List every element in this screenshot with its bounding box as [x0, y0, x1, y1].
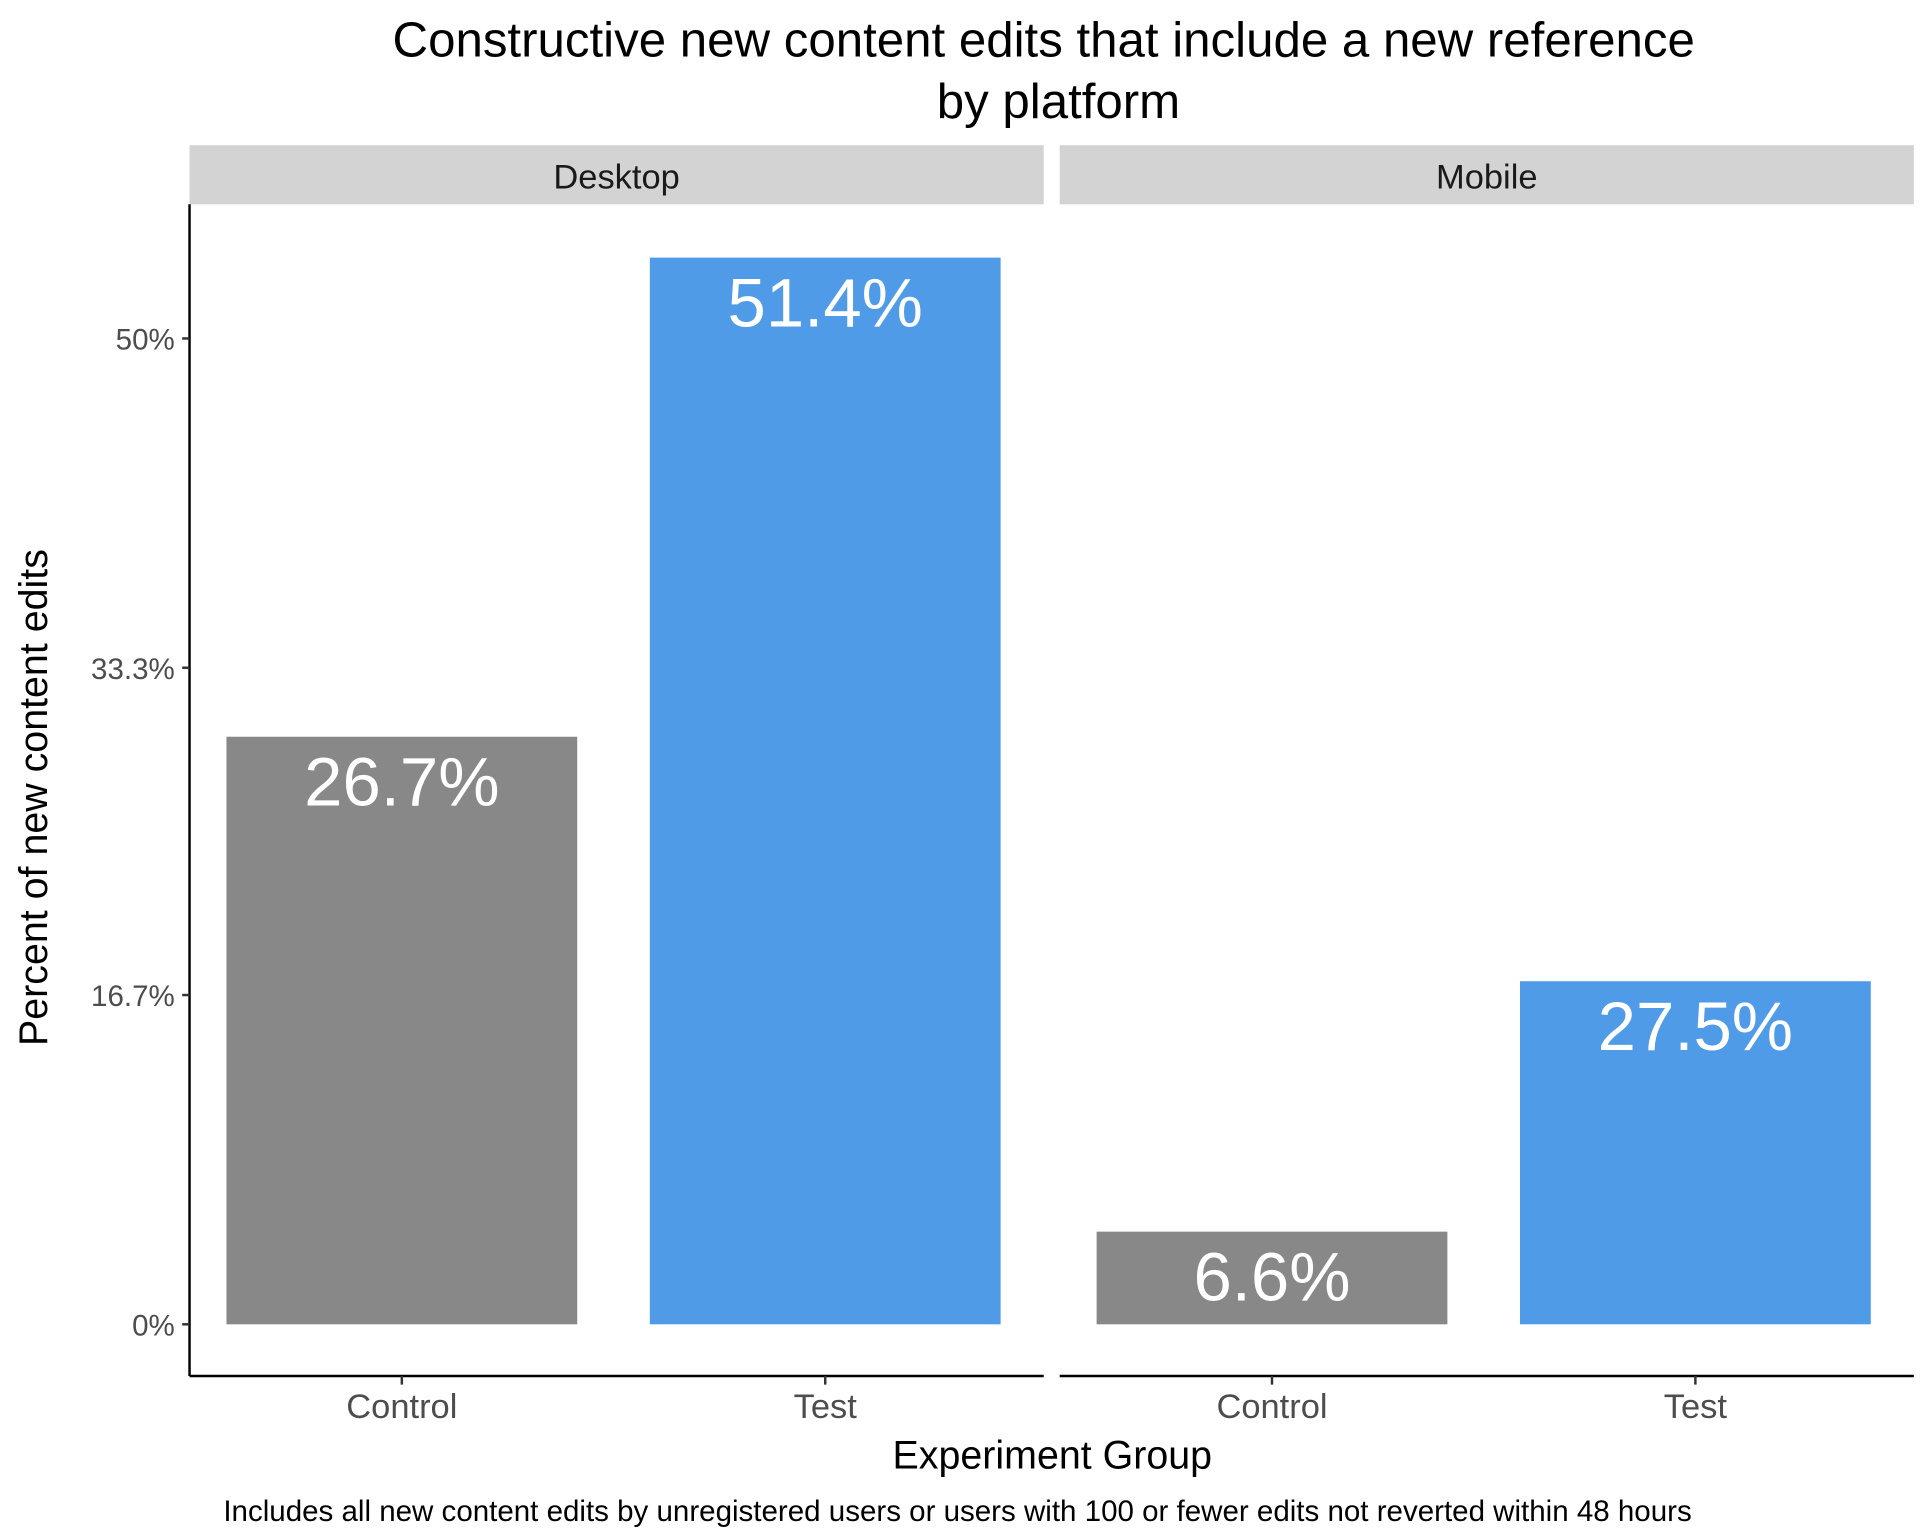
x-tick-label: Control [1216, 1388, 1327, 1426]
facet-strip [1059, 145, 1914, 205]
chart-caption: Includes all new content edits by unregi… [223, 1495, 1691, 1528]
bar-test [1520, 981, 1871, 1325]
x-axis-label: Experiment Group [893, 1433, 1213, 1477]
facet-strip-label: Desktop [553, 158, 679, 196]
x-tick-label: Test [1664, 1388, 1728, 1426]
bar-value-label: 6.6% [1193, 1239, 1350, 1316]
bar-control [1096, 1231, 1448, 1325]
y-tick-label: 16.7% [91, 980, 175, 1013]
bar-value-label: 27.5% [1598, 988, 1793, 1065]
bar-control [226, 736, 578, 1325]
y-tick-label: 50% [116, 324, 175, 357]
chart-subtitle: by platform [937, 74, 1180, 129]
facet-strip [189, 145, 1044, 205]
facet-panel-mobile: Mobile 6.6% Control 27.5% Test [1059, 145, 1914, 1426]
y-tick-label: 33.3% [91, 653, 175, 686]
y-axis-label: Percent of new content edits [12, 549, 56, 1046]
bar-value-label: 26.7% [304, 744, 499, 821]
x-tick-label: Test [794, 1388, 858, 1426]
facet-strip-label: Mobile [1436, 158, 1538, 196]
x-tick-label: Control [346, 1388, 457, 1426]
bar-test [649, 257, 1001, 1325]
bar-value-label: 51.4% [728, 265, 923, 342]
facet-panel-desktop: Desktop 26.7% Control 51.4% Test [189, 145, 1044, 1426]
y-tick-label: 0% [132, 1309, 175, 1342]
chart-title: Constructive new content edits that incl… [393, 13, 1695, 68]
